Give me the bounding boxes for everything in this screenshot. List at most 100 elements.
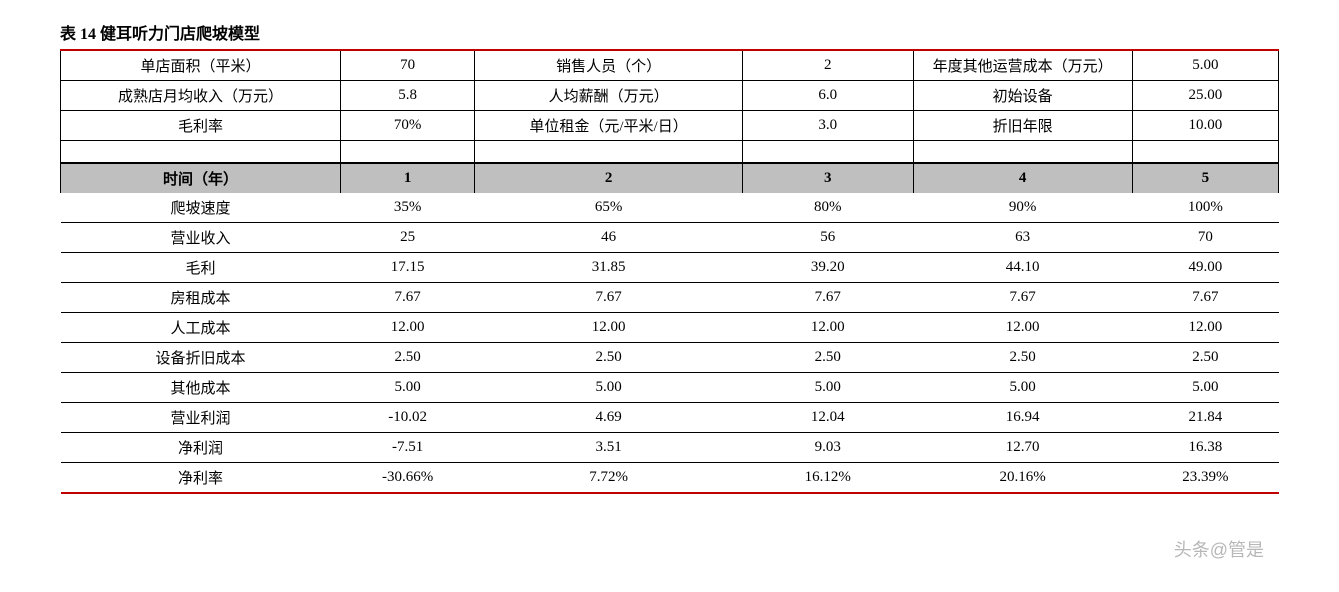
metric-value: 7.67	[743, 283, 914, 313]
metric-value: 20.16%	[913, 463, 1132, 494]
param-value: 3.0	[743, 111, 914, 141]
metric-label: 毛利	[61, 253, 341, 283]
metric-value: 2.50	[475, 343, 743, 373]
metric-value: 2.50	[913, 343, 1132, 373]
param-label: 成熟店月均收入（万元）	[61, 81, 341, 111]
metric-value: 46	[475, 223, 743, 253]
metric-value: 12.70	[913, 433, 1132, 463]
param-row: 成熟店月均收入（万元） 5.8 人均薪酬（万元） 6.0 初始设备 25.00	[61, 81, 1279, 111]
metric-value: 65%	[475, 193, 743, 223]
metric-value: 70	[1132, 223, 1278, 253]
metric-row: 人工成本12.0012.0012.0012.0012.00	[61, 313, 1279, 343]
metric-value: 3.51	[475, 433, 743, 463]
year-col: 5	[1132, 164, 1278, 194]
param-value: 5.8	[341, 81, 475, 111]
years-header-row: 时间（年） 1 2 3 4 5	[61, 164, 1279, 194]
metric-value: 7.72%	[475, 463, 743, 494]
metric-row: 营业利润-10.024.6912.0416.9421.84	[61, 403, 1279, 433]
metric-value: 12.00	[1132, 313, 1278, 343]
metric-value: 12.00	[341, 313, 475, 343]
metric-row: 净利润-7.513.519.0312.7016.38	[61, 433, 1279, 463]
metrics-table: 时间（年） 1 2 3 4 5 爬坡速度35%65%80%90%100%营业收入…	[60, 163, 1279, 494]
metric-value: 21.84	[1132, 403, 1278, 433]
metric-value: 5.00	[1132, 373, 1278, 403]
table-title: 表 14 健耳听力门店爬坡模型	[60, 20, 1279, 51]
param-value: 5.00	[1132, 51, 1278, 81]
parameters-table: 单店面积（平米） 70 销售人员（个） 2 年度其他运营成本（万元） 5.00 …	[60, 51, 1279, 163]
metric-value: 7.67	[341, 283, 475, 313]
metric-value: 12.00	[743, 313, 914, 343]
year-col: 1	[341, 164, 475, 194]
param-row: 单店面积（平米） 70 销售人员（个） 2 年度其他运营成本（万元） 5.00	[61, 51, 1279, 81]
param-value: 70%	[341, 111, 475, 141]
param-label: 初始设备	[913, 81, 1132, 111]
metric-value: 5.00	[341, 373, 475, 403]
metric-label: 设备折旧成本	[61, 343, 341, 373]
metric-value: 7.67	[1132, 283, 1278, 313]
param-row: 毛利率 70% 单位租金（元/平米/日） 3.0 折旧年限 10.00	[61, 111, 1279, 141]
spacer-row	[61, 141, 1279, 163]
watermark: 头条@管是	[1174, 536, 1264, 562]
param-label: 销售人员（个）	[475, 51, 743, 81]
metric-label: 房租成本	[61, 283, 341, 313]
metric-value: 80%	[743, 193, 914, 223]
param-value: 2	[743, 51, 914, 81]
param-label: 单位租金（元/平米/日）	[475, 111, 743, 141]
metric-value: 100%	[1132, 193, 1278, 223]
metric-value: 31.85	[475, 253, 743, 283]
param-value: 10.00	[1132, 111, 1278, 141]
metric-value: 2.50	[341, 343, 475, 373]
param-value: 70	[341, 51, 475, 81]
metric-value: 17.15	[341, 253, 475, 283]
year-col: 3	[743, 164, 914, 194]
metric-row: 营业收入2546566370	[61, 223, 1279, 253]
metric-value: 16.38	[1132, 433, 1278, 463]
metric-value: -10.02	[341, 403, 475, 433]
metric-value: 7.67	[475, 283, 743, 313]
metric-value: 4.69	[475, 403, 743, 433]
metric-row: 房租成本7.677.677.677.677.67	[61, 283, 1279, 313]
metric-value: 12.00	[913, 313, 1132, 343]
metric-value: 12.00	[475, 313, 743, 343]
metric-value: 16.12%	[743, 463, 914, 494]
metric-row: 爬坡速度35%65%80%90%100%	[61, 193, 1279, 223]
metric-value: 63	[913, 223, 1132, 253]
metric-label: 净利润	[61, 433, 341, 463]
metric-label: 其他成本	[61, 373, 341, 403]
metric-value: 9.03	[743, 433, 914, 463]
metric-value: 56	[743, 223, 914, 253]
year-col: 2	[475, 164, 743, 194]
metric-label: 人工成本	[61, 313, 341, 343]
metric-value: 2.50	[743, 343, 914, 373]
metric-value: 44.10	[913, 253, 1132, 283]
metric-label: 净利率	[61, 463, 341, 494]
param-value: 6.0	[743, 81, 914, 111]
metric-value: 12.04	[743, 403, 914, 433]
param-label: 年度其他运营成本（万元）	[913, 51, 1132, 81]
metric-label: 爬坡速度	[61, 193, 341, 223]
metric-label: 营业收入	[61, 223, 341, 253]
metric-value: 7.67	[913, 283, 1132, 313]
param-label: 折旧年限	[913, 111, 1132, 141]
metric-value: -7.51	[341, 433, 475, 463]
metric-value: 5.00	[475, 373, 743, 403]
metric-value: -30.66%	[341, 463, 475, 494]
param-label: 毛利率	[61, 111, 341, 141]
metric-row: 设备折旧成本2.502.502.502.502.50	[61, 343, 1279, 373]
metric-value: 25	[341, 223, 475, 253]
metric-value: 49.00	[1132, 253, 1278, 283]
param-value: 25.00	[1132, 81, 1278, 111]
metric-row: 毛利17.1531.8539.2044.1049.00	[61, 253, 1279, 283]
metric-label: 营业利润	[61, 403, 341, 433]
metric-value: 5.00	[743, 373, 914, 403]
metric-value: 39.20	[743, 253, 914, 283]
metric-row: 其他成本5.005.005.005.005.00	[61, 373, 1279, 403]
param-label: 单店面积（平米）	[61, 51, 341, 81]
metric-value: 2.50	[1132, 343, 1278, 373]
metric-value: 90%	[913, 193, 1132, 223]
metric-value: 5.00	[913, 373, 1132, 403]
metric-row: 净利率-30.66%7.72%16.12%20.16%23.39%	[61, 463, 1279, 494]
year-col: 4	[913, 164, 1132, 194]
metric-value: 16.94	[913, 403, 1132, 433]
metric-value: 35%	[341, 193, 475, 223]
